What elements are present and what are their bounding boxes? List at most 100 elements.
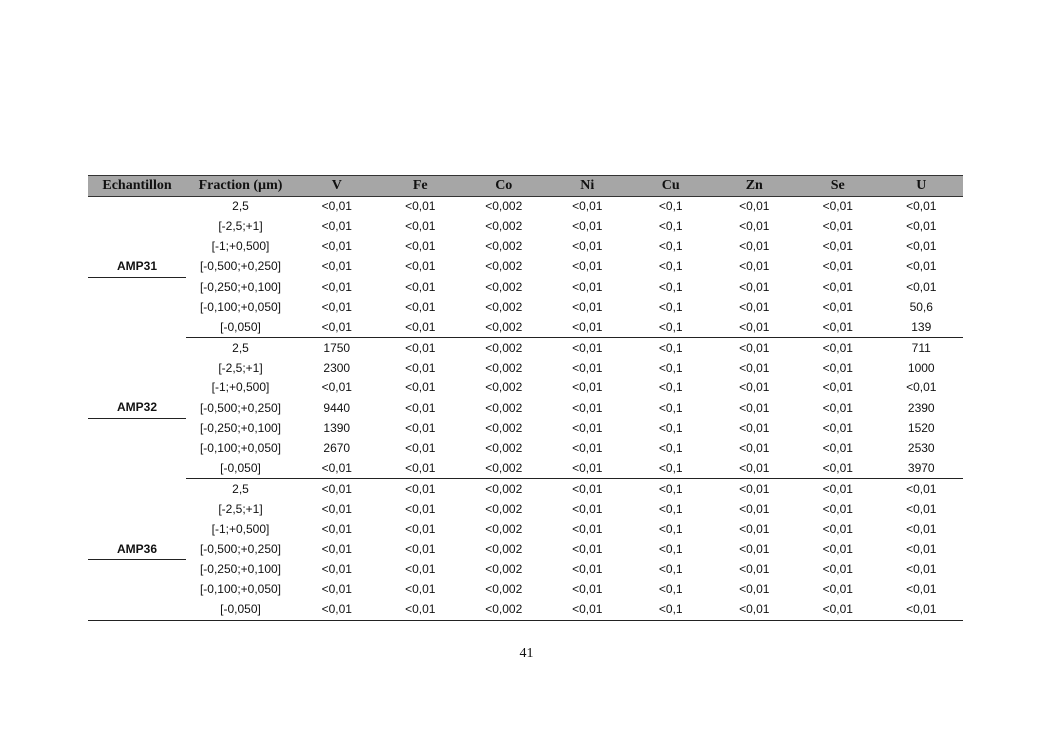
page-number: 41 [519, 646, 534, 661]
value-cell: <0,01 [739, 219, 770, 234]
fraction-cell: [-0,250;+0,100] [199, 420, 282, 435]
value-cell: <0,01 [906, 279, 937, 294]
value-cell: <0,01 [321, 562, 352, 577]
sample-cell [88, 459, 186, 479]
value-cell: <0,01 [405, 521, 436, 536]
value-cell: <0,002 [485, 219, 523, 234]
column-header: Se [796, 175, 880, 197]
value-cell: <0,01 [405, 400, 436, 415]
column-header: Cu [629, 175, 713, 197]
value-cell: <0,01 [405, 199, 436, 214]
fraction-cell: 2,5 [232, 340, 249, 355]
value-cell: <0,01 [906, 562, 937, 577]
value-cell: <0,01 [572, 582, 603, 597]
value-cell: 1750 [323, 340, 351, 355]
value-cell: <0,01 [906, 521, 937, 536]
value-cell: 3970 [879, 458, 963, 480]
value-cell: <0,01 [822, 481, 853, 496]
fraction-cell: [-0,050] [186, 458, 295, 480]
value-cell: <0,01 [295, 458, 379, 480]
sample-cell [88, 378, 186, 398]
value-cell: <0,1 [658, 380, 683, 395]
value-cell: <0,1 [629, 599, 713, 621]
value-cell: 711 [911, 340, 931, 355]
value-cell: <0,01 [405, 501, 436, 516]
value-cell: <0,01 [572, 521, 603, 536]
sample-cell [88, 560, 186, 580]
value-cell: <0,01 [405, 441, 436, 456]
value-cell: <0,01 [321, 219, 352, 234]
sample-cell: AMP36 [88, 539, 186, 561]
fraction-cell: [-2,5;+1] [218, 360, 263, 375]
fraction-cell: [-0,050] [186, 599, 295, 621]
table-row: [-2,5;+1] <0,01 <0,01 <0,002 <0,01 <0,1 <0,01 <… [88, 499, 963, 519]
fraction-cell: 2,5 [232, 481, 249, 496]
table-row: [-1;+0,500] <0,01 <0,01 <0,002 <0,01 <0,1 <0,0… [88, 519, 963, 539]
table-row: [-1;+0,500] <0,01 <0,01 <0,002 <0,01 <0,1 <0,0… [88, 378, 963, 398]
value-cell: <0,1 [658, 239, 683, 254]
value-cell: <0,01 [572, 239, 603, 254]
value-cell: <0,01 [572, 400, 603, 415]
value-cell: <0,002 [485, 380, 523, 395]
value-cell: <0,01 [378, 458, 462, 480]
sample-cell [88, 599, 186, 621]
value-cell: <0,01 [739, 239, 770, 254]
value-cell: <0,002 [462, 458, 546, 480]
sample-cell [88, 237, 186, 257]
table-row: [-1;+0,500] <0,01 <0,01 <0,002 <0,01 <0,1 <0,0… [88, 237, 963, 257]
value-cell: <0,01 [712, 599, 796, 621]
fraction-cell: [-1;+0,500] [211, 380, 270, 395]
value-cell: <0,01 [796, 317, 880, 339]
value-cell: <0,002 [485, 199, 523, 214]
value-cell: <0,01 [822, 562, 853, 577]
value-cell: <0,01 [405, 259, 436, 274]
sample-cell [88, 197, 186, 217]
value-cell: <0,1 [658, 360, 683, 375]
sample-cell [88, 439, 186, 459]
value-cell: <0,1 [658, 521, 683, 536]
value-cell: <0,01 [739, 340, 770, 355]
results-table: Echantillon Fraction (µm) V Fe Co Ni Cu Zn Se U 2… [88, 175, 963, 621]
table-row: 2,5 <0,01 <0,01 <0,002 <0,01 <0,1 <0,01 <0,01 <0… [88, 479, 963, 499]
value-cell: <0,01 [321, 199, 352, 214]
value-cell: <0,002 [485, 481, 523, 496]
value-cell: <0,1 [658, 541, 683, 556]
value-cell: <0,01 [405, 582, 436, 597]
value-cell: <0,1 [658, 481, 683, 496]
value-cell: 50,6 [909, 299, 933, 314]
value-cell: <0,01 [572, 360, 603, 375]
value-cell: <0,002 [485, 259, 523, 274]
value-cell: <0,002 [485, 400, 523, 415]
sample-cell: AMP32 [88, 397, 186, 419]
value-cell: <0,01 [295, 599, 379, 621]
value-cell: <0,01 [712, 317, 796, 339]
table-row: AMP36 [-0,500;+0,250] <0,01 <0,01 <0,002 <0,0… [88, 539, 963, 561]
value-cell: <0,01 [572, 562, 603, 577]
value-cell: <0,01 [405, 481, 436, 496]
value-cell: <0,002 [485, 360, 523, 375]
fraction-cell: [-0,050] [186, 317, 295, 339]
value-cell: <0,1 [658, 299, 683, 314]
value-cell: <0,01 [906, 380, 937, 395]
value-cell: <0,01 [321, 259, 352, 274]
column-header: Ni [545, 175, 629, 197]
value-cell: <0,1 [658, 279, 683, 294]
fraction-cell: [-0,100;+0,050] [199, 582, 282, 597]
value-cell: <0,01 [572, 541, 603, 556]
value-cell: <0,01 [822, 582, 853, 597]
value-cell: <0,01 [739, 199, 770, 214]
table-row: AMP31 [-0,500;+0,250] <0,01 <0,01 <0,002 <0,0… [88, 256, 963, 278]
column-header: Fraction (µm) [186, 175, 295, 197]
value-cell: <0,002 [485, 420, 523, 435]
table-row: [-0,050] <0,01 <0,01 <0,002 <0,01 <0,1 <0,01 <0… [88, 458, 963, 480]
value-cell: <0,01 [739, 400, 770, 415]
table-row: [-2,5;+1] <0,01 <0,01 <0,002 <0,01 <0,1 <0,01 <… [88, 217, 963, 237]
table-row: 2,5 <0,01 <0,01 <0,002 <0,01 <0,1 <0,01 <0,01 <0… [88, 197, 963, 217]
column-header: Zn [712, 175, 796, 197]
value-cell: <0,01 [906, 541, 937, 556]
value-cell: <0,01 [739, 562, 770, 577]
sample-cell [88, 418, 186, 438]
fraction-cell: [-0,100;+0,050] [199, 299, 282, 314]
value-cell: <0,01 [321, 239, 352, 254]
value-cell: <0,01 [405, 420, 436, 435]
